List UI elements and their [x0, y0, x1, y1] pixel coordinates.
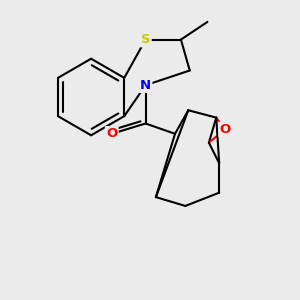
Text: S: S	[141, 33, 150, 46]
Text: N: N	[140, 79, 151, 92]
Text: O: O	[106, 127, 117, 140]
Text: O: O	[220, 123, 231, 136]
